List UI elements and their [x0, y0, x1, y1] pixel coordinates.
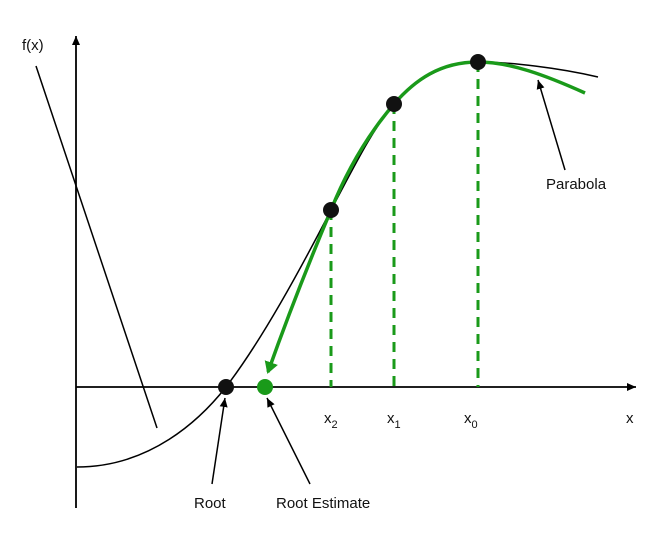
parabola-label: Parabola — [546, 176, 607, 193]
tick-label-x2: x2 — [324, 410, 338, 431]
function-curve — [76, 61, 599, 468]
root-estimate-label: Root Estimate — [276, 495, 370, 512]
parabola-arrow — [536, 79, 566, 171]
y-axis-label: f(x) — [22, 37, 44, 54]
left-straight-line — [35, 65, 158, 429]
root-label: Root — [194, 495, 227, 512]
point-x1 — [386, 96, 402, 112]
x-axis-label: x — [626, 410, 634, 427]
root-estimate-point — [257, 379, 273, 395]
root-arrow — [211, 397, 228, 485]
point-x0 — [470, 54, 486, 70]
parabola-curve — [264, 60, 586, 374]
root-point — [218, 379, 234, 395]
tick-label-x1: x1 — [387, 410, 401, 431]
point-x2 — [323, 202, 339, 218]
root-estimate-arrow — [266, 397, 311, 485]
tick-label-x0: x0 — [464, 410, 478, 431]
